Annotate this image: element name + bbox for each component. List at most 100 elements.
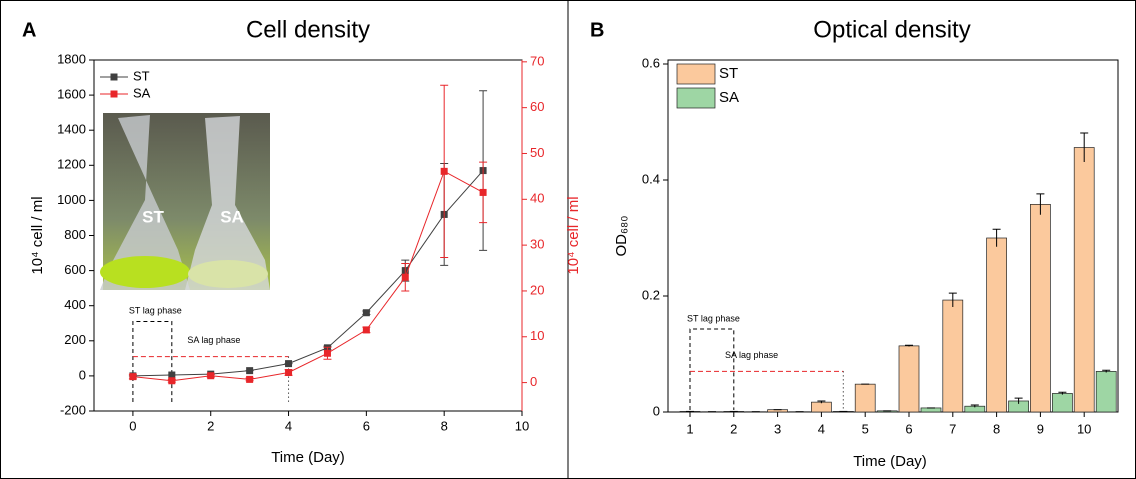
- legend-marker: [110, 90, 118, 98]
- point: [168, 371, 176, 379]
- x-tick-label: 2: [730, 421, 737, 436]
- chart-title: Optical density: [813, 16, 970, 43]
- y-tick-label: -200: [60, 402, 86, 417]
- x-tick-label: 0: [129, 418, 136, 433]
- y-tick-label: 600: [64, 262, 86, 277]
- point: [285, 360, 293, 368]
- y-tick-label: 0.4: [642, 171, 660, 186]
- point: [168, 377, 176, 385]
- photo-label: ST: [142, 207, 164, 226]
- annotation: ST lag phase: [687, 314, 740, 324]
- x-axis-label: Time (Day): [271, 449, 345, 466]
- legend-label: SA: [719, 89, 739, 106]
- legend-marker: [110, 73, 118, 81]
- chart-title: Cell density: [246, 16, 370, 43]
- error-bar: [1058, 391, 1067, 395]
- point: [362, 326, 370, 334]
- annotation: SA lag phase: [187, 335, 240, 345]
- x-tick-label: 8: [993, 421, 1000, 436]
- y-tick-label: 20: [530, 282, 544, 297]
- y-tick-label: 1200: [57, 157, 86, 172]
- bar: [1073, 147, 1095, 413]
- x-tick-label: 6: [905, 421, 912, 436]
- bar: [854, 383, 876, 413]
- x-tick-label: 4: [285, 418, 292, 433]
- bar: [811, 401, 832, 413]
- legend-label: ST: [133, 68, 150, 83]
- y-tick-label: 1600: [57, 87, 86, 102]
- bar: [920, 407, 942, 413]
- lag-box: [689, 328, 735, 410]
- x-tick-label: 10: [515, 418, 529, 433]
- bar: [986, 237, 1007, 413]
- point: [129, 373, 137, 381]
- point: [285, 369, 293, 377]
- y-tick-label: 1800: [57, 51, 86, 66]
- y-tick-label: 800: [64, 227, 86, 242]
- bar: [942, 299, 964, 413]
- y-tick-label: 1400: [57, 122, 86, 137]
- x-tick-label: 6: [363, 418, 370, 433]
- legend-label: SA: [133, 85, 151, 100]
- y-axis-label: OD₆₈₀: [613, 216, 630, 257]
- x-tick-label: 1: [686, 421, 693, 436]
- y-tick-label: 200: [64, 332, 86, 347]
- x-tick-label: 2: [207, 418, 214, 433]
- point: [440, 167, 448, 175]
- error-bar: [1014, 397, 1023, 404]
- legend-label: ST: [719, 65, 738, 82]
- y-tick-label: 50: [530, 145, 544, 160]
- x-tick-label: 8: [441, 418, 448, 433]
- legend-swatch: [676, 63, 716, 85]
- x-tick-label: 3: [774, 421, 781, 436]
- bar: [1095, 371, 1117, 413]
- y-tick-label: 0.2: [642, 287, 660, 302]
- error-bar: [905, 344, 913, 347]
- y-tick-label: 70: [530, 53, 544, 68]
- y-tick-label: 10: [530, 328, 544, 343]
- x-tick-label: 4: [818, 421, 825, 436]
- y2-axis-label: 10⁴ cell / ml: [565, 196, 582, 274]
- bar: [1030, 204, 1051, 413]
- photo-label: SA: [220, 207, 244, 226]
- photo: ST SA: [100, 113, 270, 290]
- y-tick-label: 60: [530, 99, 544, 114]
- point: [323, 349, 331, 357]
- x-axis-label: Time (Day): [853, 453, 927, 470]
- error-bar: [1102, 369, 1111, 373]
- point: [401, 273, 409, 281]
- error-bar: [1036, 193, 1045, 215]
- error-bar: [948, 292, 957, 308]
- series-line: [132, 170, 484, 377]
- error-bar: [1080, 132, 1089, 163]
- y-tick-label: 40: [530, 191, 544, 206]
- y-tick-label: 0: [79, 367, 86, 382]
- point: [479, 188, 487, 196]
- x-tick-label: 9: [1037, 421, 1044, 436]
- point: [246, 367, 254, 375]
- y-tick-label: 400: [64, 297, 86, 312]
- y-tick-label: 1000: [57, 192, 86, 207]
- panel-label: B: [590, 19, 604, 41]
- y-axis-label: 10⁴ cell / ml: [29, 196, 46, 274]
- y-tick-label: 0: [530, 374, 537, 389]
- error-bar: [817, 400, 826, 404]
- point: [246, 375, 254, 383]
- legend-swatch: [676, 87, 716, 109]
- x-tick-label: 10: [1077, 421, 1091, 436]
- x-tick-label: 5: [862, 421, 869, 436]
- annotation: ST lag phase: [129, 305, 182, 315]
- error-bar: [970, 404, 979, 408]
- bar: [898, 345, 920, 413]
- x-tick-label: 7: [949, 421, 956, 436]
- lag-box: [132, 320, 173, 402]
- annotation: SA lag phase: [725, 350, 778, 360]
- y-tick-label: 0: [653, 403, 660, 418]
- series-line: [132, 170, 484, 382]
- point: [362, 309, 370, 317]
- error-bar: [992, 228, 1001, 247]
- panel-label: A: [22, 19, 36, 41]
- point: [207, 372, 215, 380]
- bar: [1052, 393, 1073, 413]
